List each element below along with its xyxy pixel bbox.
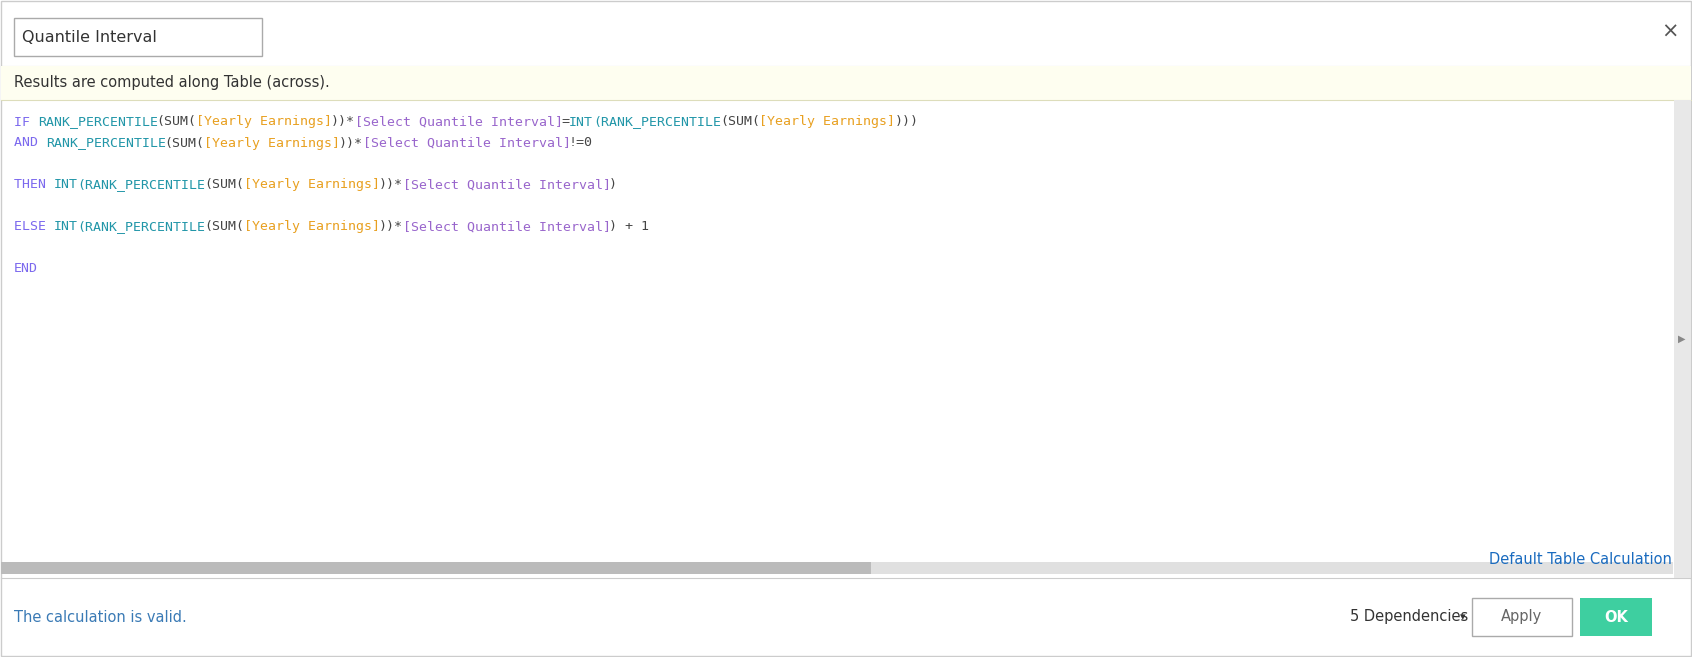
FancyBboxPatch shape: [1673, 100, 1690, 578]
Text: RANK_PERCENTILE: RANK_PERCENTILE: [37, 116, 157, 129]
Text: [Yearly Earnings]: [Yearly Earnings]: [196, 116, 332, 129]
Text: The calculation is valid.: The calculation is valid.: [14, 610, 186, 625]
Text: OK: OK: [1604, 610, 1628, 625]
Text: [Select Quantile Interval]: [Select Quantile Interval]: [403, 221, 611, 233]
Text: !=0: !=0: [569, 137, 594, 150]
Text: [Select Quantile Interval]: [Select Quantile Interval]: [362, 137, 570, 150]
Text: Quantile Interval: Quantile Interval: [22, 30, 157, 45]
FancyBboxPatch shape: [1580, 598, 1651, 636]
Text: [Yearly Earnings]: [Yearly Earnings]: [760, 116, 895, 129]
Text: IF: IF: [14, 116, 37, 129]
Text: ))*: ))*: [379, 179, 403, 191]
Text: =: =: [562, 116, 569, 129]
FancyBboxPatch shape: [2, 562, 1673, 574]
Text: (SUM(: (SUM(: [205, 179, 244, 191]
FancyBboxPatch shape: [2, 66, 1690, 100]
Text: (RANK_PERCENTILE: (RANK_PERCENTILE: [592, 116, 721, 129]
Text: [Select Quantile Interval]: [Select Quantile Interval]: [355, 116, 563, 129]
Text: [Yearly Earnings]: [Yearly Earnings]: [205, 137, 340, 150]
Text: (SUM(: (SUM(: [164, 137, 205, 150]
Text: [Select Quantile Interval]: [Select Quantile Interval]: [403, 179, 611, 191]
Text: ))): ))): [893, 116, 919, 129]
Text: END: END: [14, 263, 37, 275]
Text: ))*: ))*: [332, 116, 355, 129]
Text: ×: ×: [1662, 22, 1678, 42]
Text: Default Table Calculation: Default Table Calculation: [1489, 553, 1672, 568]
Text: INT: INT: [54, 221, 78, 233]
Text: (RANK_PERCENTILE: (RANK_PERCENTILE: [78, 221, 205, 233]
Text: RANK_PERCENTILE: RANK_PERCENTILE: [46, 137, 166, 150]
Text: THEN: THEN: [14, 179, 54, 191]
Text: INT: INT: [54, 179, 78, 191]
Text: ELSE: ELSE: [14, 221, 54, 233]
Text: ▶: ▶: [1678, 334, 1685, 344]
Text: [Yearly Earnings]: [Yearly Earnings]: [244, 179, 381, 191]
FancyBboxPatch shape: [1472, 598, 1572, 636]
Text: (SUM(: (SUM(: [157, 116, 196, 129]
Text: (SUM(: (SUM(: [719, 116, 760, 129]
Text: ): ): [609, 179, 618, 191]
Text: ))*: ))*: [379, 221, 403, 233]
Text: Results are computed along Table (across).: Results are computed along Table (across…: [14, 76, 330, 91]
Text: ) + 1: ) + 1: [609, 221, 648, 233]
Text: INT: INT: [569, 116, 594, 129]
Text: (SUM(: (SUM(: [205, 221, 244, 233]
Text: 5 Dependencies: 5 Dependencies: [1350, 610, 1472, 625]
FancyBboxPatch shape: [2, 562, 871, 574]
Text: ▾: ▾: [1460, 612, 1465, 622]
FancyBboxPatch shape: [14, 18, 262, 56]
Text: Apply: Apply: [1501, 610, 1543, 625]
Text: [Yearly Earnings]: [Yearly Earnings]: [244, 221, 381, 233]
Text: ))*: ))*: [338, 137, 364, 150]
Text: AND: AND: [14, 137, 46, 150]
Text: (RANK_PERCENTILE: (RANK_PERCENTILE: [78, 179, 205, 191]
